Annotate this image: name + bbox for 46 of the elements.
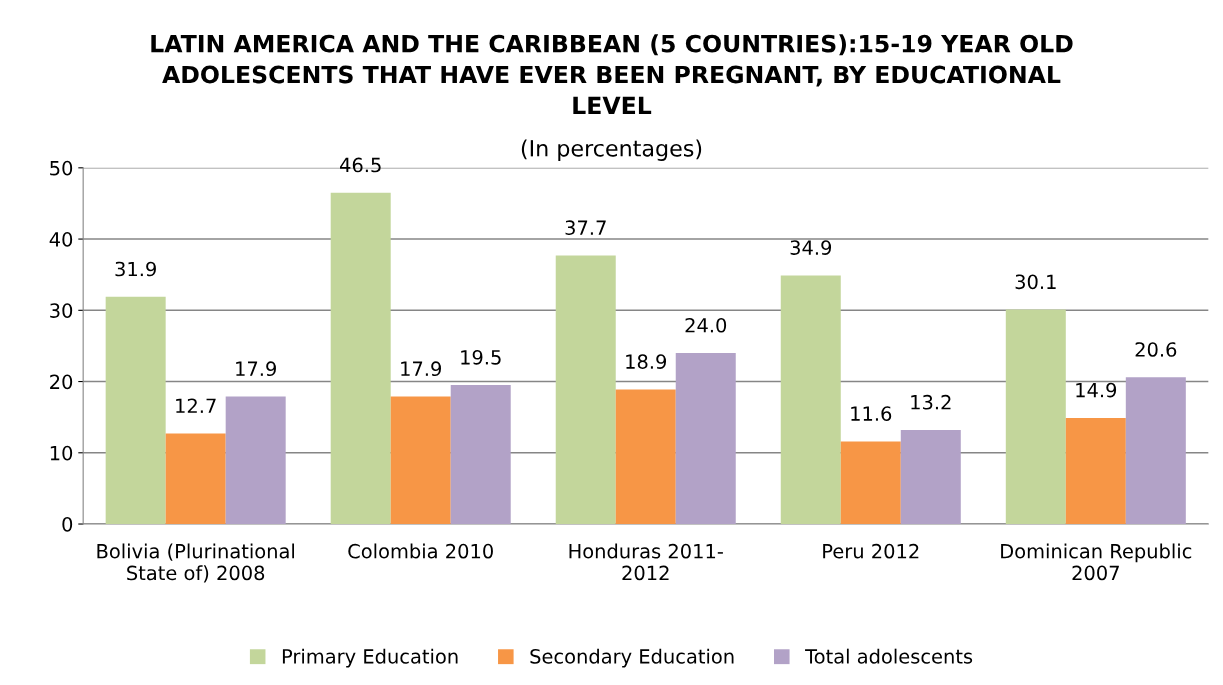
bar (225, 396, 286, 525)
bar (1065, 417, 1126, 525)
data-label: 46.5 (340, 157, 381, 173)
legend-label: Total adolescents (805, 648, 973, 664)
legend-label: Primary Education (282, 648, 458, 668)
bar (1125, 377, 1186, 525)
x-tick-label: Honduras 2011- 2012 (569, 543, 723, 581)
bar (105, 296, 166, 525)
bar (615, 389, 676, 525)
data-label: 24.0 (685, 317, 727, 333)
x-tick-label: Peru 2012 (823, 543, 919, 559)
chart-subtitle: (In percentages) (521, 139, 702, 161)
data-label: 30.1 (1015, 274, 1056, 290)
data-label: 11.6 (851, 406, 892, 421)
y-tick-label: 30 (50, 303, 73, 318)
bar (165, 433, 226, 525)
data-label: 12.7 (176, 398, 216, 413)
bar (675, 353, 736, 525)
bar (780, 275, 841, 525)
x-tick-label: Dominican Republic 2007 (1001, 543, 1192, 581)
data-label: 31.9 (115, 261, 156, 277)
bar (840, 441, 901, 525)
y-tick-label: 10 (50, 445, 73, 461)
data-label: 17.9 (401, 361, 441, 377)
bar (450, 385, 511, 525)
x-tick-label: Bolivia (Plurinational State of) 2008 (97, 543, 294, 583)
bar (900, 429, 961, 525)
bar (1005, 309, 1066, 525)
y-tick-label: 50 (50, 160, 73, 176)
bar (390, 396, 451, 525)
y-tick-label: 40 (49, 232, 73, 247)
y-tick-label: 20 (50, 374, 73, 390)
x-tick-label: Colombia 2010 (348, 543, 493, 559)
chart-title: LATIN AMERICA AND THE CARIBBEAN (5 COUNTRIES):15-19 YEAR OLD ADOLESCENTS THAT HAVE EVER BEEN PREGNANT, BY EDUCATIONAL LEVEL (151, 34, 1073, 115)
bar (555, 255, 616, 525)
data-label: 19.5 (461, 349, 501, 365)
y-tick-label: 0 (62, 516, 73, 532)
data-label: 18.9 (626, 354, 667, 369)
bar (330, 192, 391, 525)
data-label: 34.9 (790, 240, 832, 255)
legend-label: Secondary Education (530, 648, 734, 668)
data-label: 17.9 (236, 361, 276, 377)
data-label: 37.7 (565, 220, 606, 236)
data-label: 20.6 (1135, 342, 1177, 357)
data-label: 14.9 (1076, 382, 1117, 398)
data-label: 13.2 (911, 394, 951, 410)
